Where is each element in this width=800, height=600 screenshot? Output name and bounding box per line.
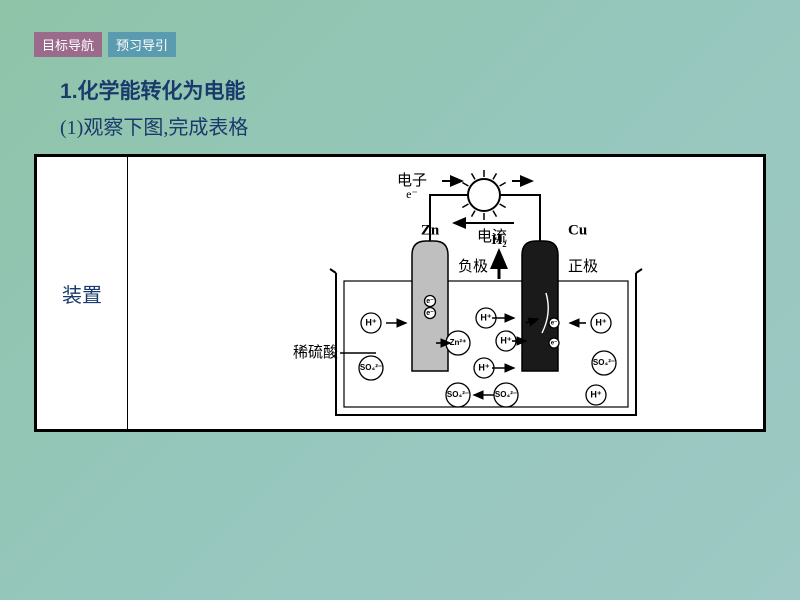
svg-text:H⁺: H⁺ <box>590 389 601 399</box>
svg-text:H⁺: H⁺ <box>595 317 606 327</box>
svg-text:H⁺: H⁺ <box>480 312 491 322</box>
svg-text:Zn²⁺: Zn²⁺ <box>449 338 466 347</box>
table-left-label: 装置 <box>37 157 128 429</box>
svg-text:SO₄²⁻: SO₄²⁻ <box>494 390 516 399</box>
svg-text:SO₄²⁻: SO₄²⁻ <box>359 363 381 372</box>
svg-text:Cu: Cu <box>568 222 587 238</box>
tab-preview[interactable]: 预习导引 <box>108 32 176 57</box>
svg-text:e⁻: e⁻ <box>550 341 557 347</box>
svg-text:H⁺: H⁺ <box>478 362 489 372</box>
svg-text:e⁻: e⁻ <box>426 298 434 305</box>
svg-text:e⁻: e⁻ <box>426 310 434 317</box>
svg-text:正极: 正极 <box>568 258 598 275</box>
svg-text:H₂: H₂ <box>491 233 506 248</box>
svg-text:Zn: Zn <box>420 222 439 238</box>
galvanic-cell-diagram: 电子e⁻电流Zn负极Cu正极H₂稀硫酸e⁻e⁻H⁺SO₄²⁻Zn²⁺SO₄²⁻H… <box>226 163 666 423</box>
svg-text:e⁻: e⁻ <box>406 187 418 201</box>
heading: 1.化学能转化为电能 <box>60 75 800 105</box>
svg-text:H⁺: H⁺ <box>500 335 511 345</box>
sub-text: 观察下图,完成表格 <box>83 117 248 139</box>
tab-goals[interactable]: 目标导航 <box>34 32 102 57</box>
device-table: 装置 电子e⁻电流Zn负极Cu正极H₂稀硫酸e⁻e⁻H⁺SO₄²⁻Zn²⁺SO₄… <box>34 154 766 432</box>
heading-title: .化学能转化为电能 <box>72 80 246 103</box>
svg-text:稀硫酸: 稀硫酸 <box>292 344 337 361</box>
svg-text:SO₄²⁻: SO₄²⁻ <box>592 358 614 367</box>
subheading: (1)观察下图,完成表格 <box>60 111 800 140</box>
sub-num: (1) <box>60 117 83 139</box>
svg-text:SO₄²⁻: SO₄²⁻ <box>446 390 468 399</box>
heading-num: 1 <box>60 80 72 103</box>
table-diagram-cell: 电子e⁻电流Zn负极Cu正极H₂稀硫酸e⁻e⁻H⁺SO₄²⁻Zn²⁺SO₄²⁻H… <box>128 157 763 429</box>
svg-text:负极: 负极 <box>458 258 488 275</box>
content-area: 1.化学能转化为电能 (1)观察下图,完成表格 <box>0 57 800 140</box>
svg-text:e⁻: e⁻ <box>550 321 557 327</box>
svg-text:H⁺: H⁺ <box>365 317 376 327</box>
